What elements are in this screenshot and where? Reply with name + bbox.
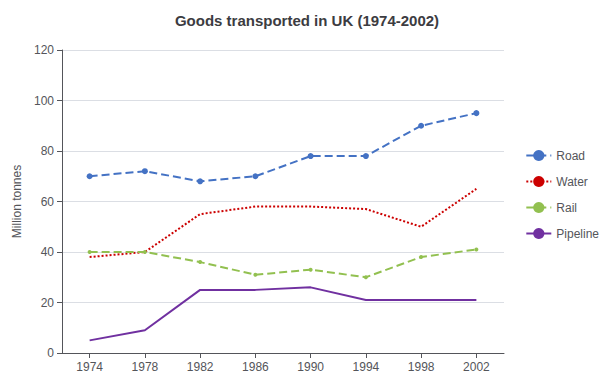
svg-text:0: 0 <box>47 346 54 360</box>
svg-text:Pipeline: Pipeline <box>556 227 599 241</box>
svg-text:Goods transported in UK (1974-: Goods transported in UK (1974-2002) <box>175 12 439 29</box>
svg-text:1986: 1986 <box>242 360 269 374</box>
svg-text:Road: Road <box>556 149 585 163</box>
svg-text:Water: Water <box>556 175 588 189</box>
svg-text:1974: 1974 <box>76 360 103 374</box>
svg-text:80: 80 <box>41 144 55 158</box>
svg-text:Million tonnes: Million tonnes <box>10 165 24 238</box>
svg-text:20: 20 <box>41 296 55 310</box>
svg-text:40: 40 <box>41 245 55 259</box>
svg-text:1982: 1982 <box>187 360 214 374</box>
svg-text:100: 100 <box>34 94 54 108</box>
svg-text:120: 120 <box>34 43 54 57</box>
svg-text:1994: 1994 <box>353 360 380 374</box>
svg-text:1978: 1978 <box>132 360 159 374</box>
svg-text:Rail: Rail <box>556 201 577 215</box>
svg-text:1998: 1998 <box>408 360 435 374</box>
svg-text:1990: 1990 <box>297 360 324 374</box>
svg-text:2002: 2002 <box>463 360 490 374</box>
svg-text:60: 60 <box>41 195 55 209</box>
